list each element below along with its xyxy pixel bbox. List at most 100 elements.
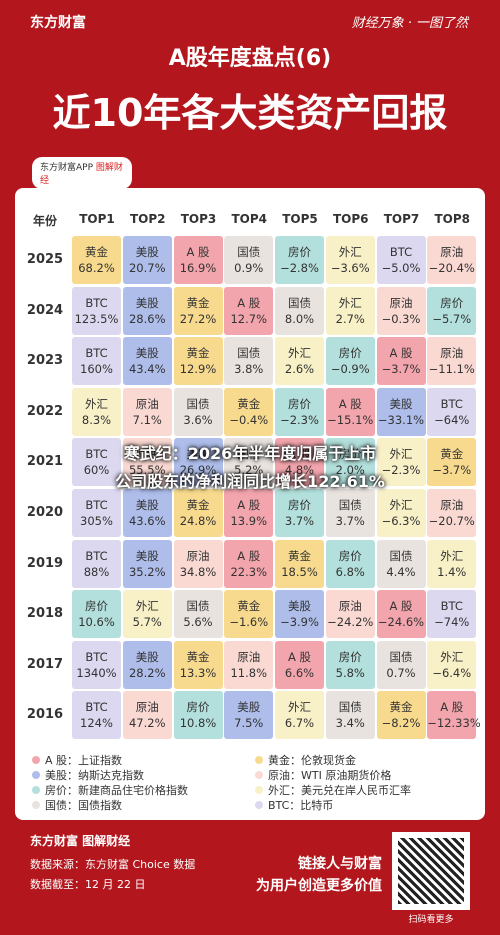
year: 2024 [26, 302, 64, 318]
asset-cell: 国债 3.7% [325, 489, 375, 537]
asset: 国债 [338, 700, 362, 715]
asset-cell: 房价 3.7% [275, 489, 324, 537]
asset-cell: 美股 26.9% [173, 438, 223, 487]
asset: 国债 [186, 599, 210, 614]
asset: 美股 [135, 498, 159, 512]
asset-cell: BTC 305% [72, 489, 121, 537]
legend-item: 原油：WTI 原油期货价格 [255, 767, 391, 783]
asset: A 股 [237, 295, 261, 310]
return: 3.8% [234, 362, 264, 377]
asset: 外汇 [85, 396, 108, 411]
asset: BTC [85, 346, 108, 361]
asset: A 股 [237, 548, 261, 563]
asset: A 股 [389, 346, 413, 361]
return: 28.6% [128, 311, 166, 326]
asset-cell: 美股 28.2% [122, 640, 172, 689]
year: 2018 [26, 606, 64, 622]
asset-cell: BTC −5.0% [376, 236, 426, 284]
return: 3.7% [335, 514, 365, 528]
asset-cell: A 股 4.8% [275, 438, 324, 487]
asset-cell: 房价 −2.3% [275, 387, 324, 436]
return: −15.1% [327, 412, 374, 427]
year: 2020 [26, 505, 64, 520]
asset-cell: 国债 0.9% [224, 236, 274, 284]
asset-cell: 房价 −5.7% [427, 286, 477, 335]
return: 5.7% [132, 615, 162, 630]
return: 123.5% [74, 311, 119, 326]
asset-cell: 房价 10.8% [173, 691, 223, 740]
return: −24.6% [377, 615, 425, 630]
legend-item: 国债：国债指数 [32, 797, 122, 813]
asset-cell: 国债 3.8% [224, 337, 274, 386]
asset: 国债 [237, 346, 261, 361]
legend-text: 原油：WTI 原油期货价格 [268, 769, 392, 782]
legend-text: 黄金：伦敦现货金 [268, 754, 356, 767]
asset-cell: 黄金 −8.2% [376, 691, 426, 740]
return: 47.2% [128, 716, 166, 731]
asset-cell: A 股 6.6% [275, 640, 324, 689]
return: −6.3% [381, 514, 421, 528]
asset-cell: 外汇 6.7% [275, 691, 324, 740]
asset: 美股 [135, 548, 159, 563]
asset-cell: 黄金 13.3% [173, 640, 223, 689]
legend-text: A 股：上证指数 [45, 754, 123, 767]
asset-cell: BTC −64% [427, 387, 477, 436]
legend-dot [255, 786, 263, 794]
asset-cell: 原油 −11.1% [427, 337, 477, 386]
asset: 原油 [440, 346, 464, 361]
asset-cell: A 股 −15.1% [325, 387, 375, 436]
return: 8.0% [284, 311, 315, 326]
legend-dot [255, 771, 263, 779]
return: −33.1% [377, 412, 425, 427]
return: −3.9% [280, 615, 319, 630]
series: A股年度盘点(6) [168, 46, 332, 71]
motto: 链接人与财富 [298, 856, 382, 872]
asset-cell: BTC 88% [72, 539, 121, 588]
asset: 黄金 [186, 295, 210, 310]
return: 1.4% [437, 564, 467, 579]
return: −3.7% [381, 362, 421, 377]
return: −0.4% [229, 412, 269, 427]
return: 8.3% [81, 412, 112, 427]
legend-dot [32, 786, 40, 794]
return: 10.6% [78, 615, 115, 630]
asset-cell: 原油 −20.4% [427, 236, 477, 284]
asset-cell: 黄金 24.8% [173, 489, 223, 537]
asset-cell: 房价 2.0% [325, 438, 375, 487]
asset: 外汇 [440, 649, 464, 664]
asset-cell: 原油 7.1% [122, 387, 172, 436]
asset-cell: 美股 7.5% [224, 691, 274, 740]
column-header: TOP1 [79, 212, 115, 226]
asset: A 股 [440, 700, 464, 715]
asset: 美股 [135, 295, 159, 310]
asset: BTC [389, 245, 413, 259]
asset-cell: 房价 5.8% [325, 640, 375, 689]
asset: BTC [85, 447, 108, 462]
return: 305% [80, 514, 113, 528]
return: 60% [83, 463, 110, 478]
asset-cell: 外汇 −3.6% [325, 236, 375, 284]
legend-text: BTC：比特币 [268, 799, 334, 812]
tag: 图解财经 [40, 163, 123, 186]
asset-cell: BTC 123.5% [72, 286, 121, 335]
column-header: TOP8 [434, 212, 471, 226]
asset-cell: 房价 −2.8% [275, 236, 324, 284]
asset: 原油 [237, 649, 261, 664]
asset-cell: 美股 28.6% [122, 286, 172, 335]
asset-cell: 房价 10.6% [72, 590, 121, 639]
return: 26.9% [179, 463, 217, 478]
asset-cell: 美股 43.4% [122, 337, 172, 386]
asset: 外汇 [389, 498, 413, 512]
asset: 美股 [237, 700, 261, 715]
asset-cell: 原油 47.2% [122, 691, 172, 740]
return: −12.33% [427, 716, 481, 731]
return: 1340% [76, 665, 117, 680]
asset-cell: A 股 22.3% [224, 539, 274, 588]
asset: 外汇 [135, 599, 159, 614]
return: 43.4% [128, 362, 166, 377]
asset-cell: 美股 43.6% [122, 489, 172, 537]
asset: 黄金 [186, 346, 210, 361]
column-header: TOP3 [180, 212, 217, 226]
return: 34.8% [179, 564, 217, 579]
qr-label: 扫码看更多 [408, 915, 454, 925]
